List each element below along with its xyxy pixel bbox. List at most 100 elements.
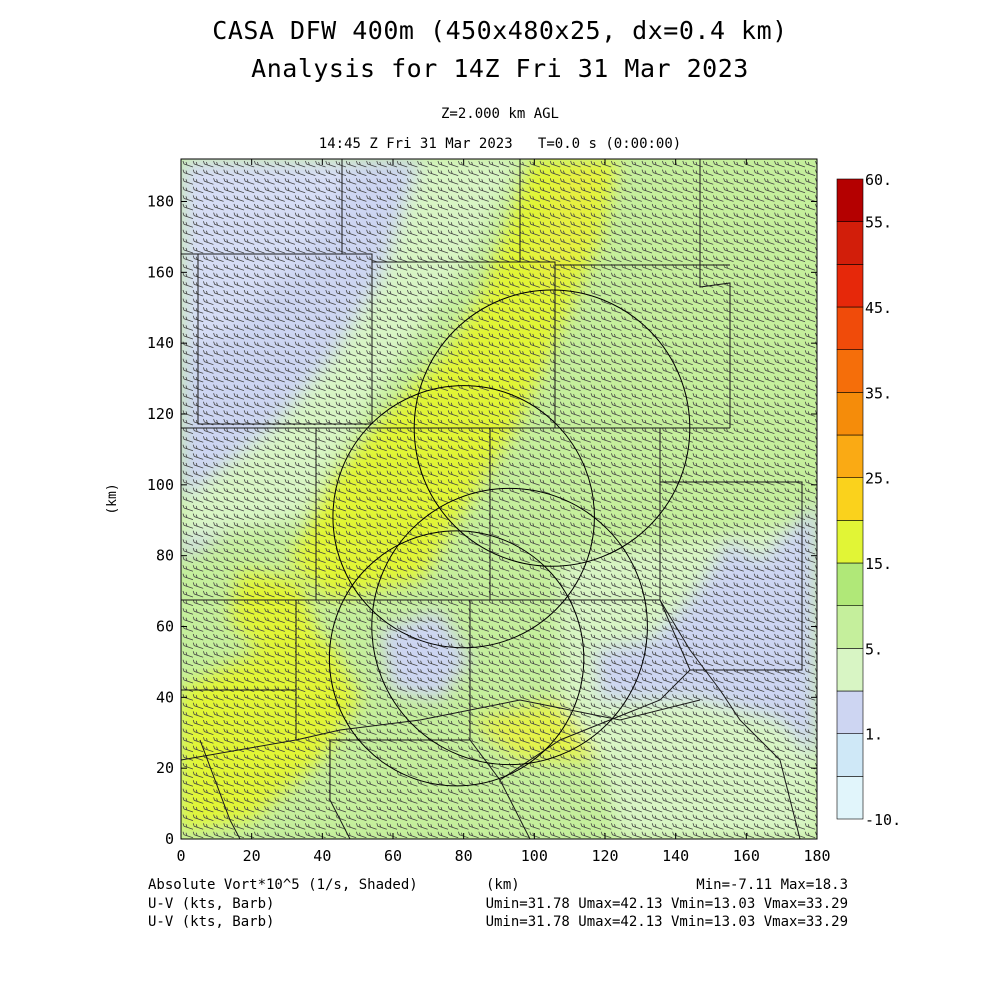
- wind-barb: [437, 178, 449, 185]
- wind-barb: [284, 255, 296, 262]
- wind-barb: [356, 272, 367, 280]
- wind-barb: [427, 264, 438, 271]
- wind-barb: [366, 186, 377, 194]
- wind-barb: [396, 203, 408, 211]
- wind-barb: [815, 195, 817, 200]
- wind-barb: [509, 229, 520, 237]
- wind-barb: [203, 186, 214, 194]
- wind-barb: [386, 229, 398, 237]
- wind-barb: [254, 178, 265, 185]
- wind-barb: [223, 203, 234, 211]
- wind-barb: [560, 186, 571, 194]
- wind-barb: [621, 195, 632, 202]
- wind-barb: [274, 281, 285, 288]
- wind-barb: [570, 195, 581, 202]
- wind-barb: [713, 238, 724, 245]
- wind-barb: [243, 264, 255, 271]
- wind-barb: [692, 178, 704, 185]
- wind-barb: [223, 221, 234, 228]
- wind-barb: [753, 246, 765, 254]
- wind-barb: [192, 186, 204, 194]
- wind-barb: [570, 160, 581, 168]
- wind-barb: [682, 160, 693, 168]
- wind-barb: [662, 255, 673, 262]
- wind-barb: [203, 238, 214, 245]
- wind-barb: [417, 186, 428, 194]
- wind-barb: [662, 229, 673, 237]
- wind-barb: [458, 160, 469, 168]
- wind-barb: [590, 186, 602, 194]
- wind-barb: [356, 169, 367, 176]
- wind-barb: [509, 255, 520, 262]
- wind-barb: [764, 238, 775, 245]
- wind-barb: [804, 255, 816, 262]
- wind-barb: [743, 221, 755, 228]
- wind-barb: [498, 203, 510, 211]
- wind-barb: [662, 238, 673, 245]
- wind-barb: [682, 212, 693, 219]
- wind-barb: [315, 160, 326, 168]
- wind-barb: [427, 255, 438, 262]
- wind-barb: [386, 186, 398, 194]
- wind-barb: [631, 246, 642, 254]
- wind-barb: [213, 246, 224, 254]
- wind-barb: [284, 160, 296, 168]
- wind-barb: [376, 203, 387, 211]
- wind-barb: [784, 264, 795, 271]
- wind-barb: [243, 272, 255, 280]
- wind-barb: [447, 160, 459, 168]
- wind-barb: [672, 212, 683, 219]
- wind-barb: [356, 281, 367, 288]
- wind-barb: [733, 264, 744, 271]
- wind-barb: [488, 246, 500, 254]
- wind-barb: [315, 186, 326, 194]
- wind-barb: [192, 238, 204, 245]
- wind-barb: [407, 160, 418, 168]
- wind-barb: [753, 264, 765, 271]
- wind-barb: [774, 246, 785, 254]
- wind-barb: [345, 255, 357, 262]
- wind-barb: [713, 229, 724, 237]
- wind-barb: [203, 281, 214, 288]
- wind-barb: [815, 221, 817, 225]
- wind-barb: [468, 272, 479, 280]
- wind-barb: [764, 160, 775, 168]
- wind-barb: [417, 272, 428, 280]
- wind-barb: [713, 169, 724, 176]
- wind-barb: [549, 255, 561, 262]
- wind-barb: [274, 272, 285, 280]
- wind-barb: [672, 169, 683, 176]
- wind-barb: [662, 212, 673, 219]
- wind-barb: [182, 203, 194, 211]
- wind-barb: [203, 246, 214, 254]
- wind-barb: [631, 203, 642, 211]
- wind-barb: [335, 255, 347, 262]
- wind-barb: [233, 221, 245, 228]
- wind-barb: [662, 160, 673, 168]
- wind-barb: [345, 203, 357, 211]
- wind-barb: [590, 212, 602, 219]
- wind-barb: [549, 169, 561, 176]
- wind-barb: [417, 264, 428, 271]
- wind-barb: [611, 195, 622, 202]
- wind-barb: [590, 238, 602, 245]
- wind-barb: [233, 178, 245, 185]
- wind-barb: [254, 281, 265, 288]
- wind-barb: [570, 246, 581, 254]
- wind-barb: [386, 221, 398, 228]
- level-label: Z=2.000 km AGL: [440, 106, 559, 122]
- wind-barb: [407, 246, 418, 254]
- wind-barb: [723, 229, 734, 237]
- wind-barb: [723, 255, 734, 262]
- wind-barb: [468, 160, 479, 168]
- wind-barb: [264, 186, 275, 194]
- wind-barb: [600, 246, 612, 254]
- wind-barb: [254, 255, 265, 262]
- wind-barb: [223, 160, 234, 168]
- wind-barb: [498, 195, 510, 202]
- wind-barb: [315, 246, 326, 254]
- wind-barb: [804, 272, 816, 280]
- wind-barb: [437, 272, 449, 280]
- wind-barb: [488, 160, 500, 168]
- wind-barb: [794, 255, 806, 262]
